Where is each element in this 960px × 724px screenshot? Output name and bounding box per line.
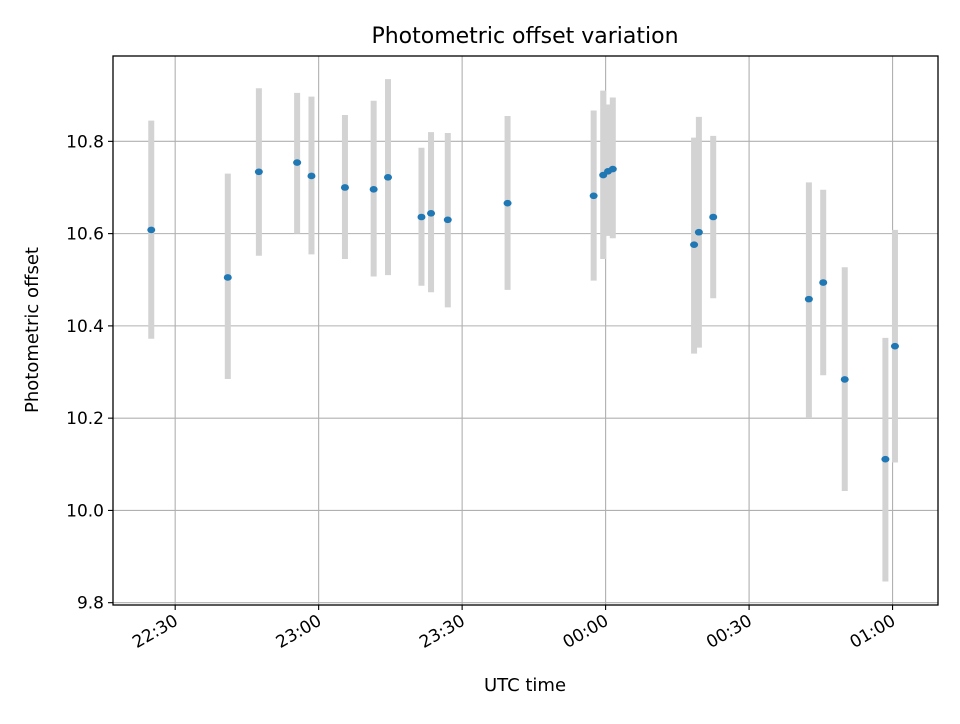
chart-title: Photometric offset variation: [371, 24, 678, 49]
data-point: [840, 376, 849, 383]
x-axis-ticks: 22:30 23:00 23:30 00:00 00:30 01:00: [129, 605, 899, 653]
y-tick-label: 10.2: [66, 409, 104, 429]
grid-layer: [113, 56, 938, 605]
data-point: [608, 165, 617, 173]
y-tick-label: 10.8: [66, 132, 104, 152]
x-axis-label: UTC time: [484, 675, 566, 696]
y-tick-label: 10.6: [66, 225, 104, 245]
data-point: [690, 241, 699, 248]
plot-frame: [112, 55, 939, 606]
data-point: [443, 216, 452, 224]
y-tick-label: 10.0: [66, 501, 104, 521]
data-point: [254, 168, 263, 176]
data-point: [709, 213, 718, 221]
data-point: [369, 186, 378, 193]
data-point: [881, 455, 890, 463]
y-tick-label: 10.4: [66, 317, 104, 337]
data-point: [223, 274, 232, 281]
x-tick-label: 00:30: [703, 611, 755, 653]
errorbar-layer: [148, 79, 898, 582]
data-point: [589, 192, 598, 200]
data-point: [890, 342, 899, 350]
data-point: [384, 174, 392, 181]
data-point: [819, 279, 828, 286]
x-tick-label: 01:00: [847, 611, 899, 653]
points-layer: [147, 159, 899, 463]
data-point: [147, 226, 156, 234]
x-tick-label: 22:30: [129, 611, 181, 653]
data-point: [293, 159, 302, 166]
x-tick-label: 23:00: [273, 611, 325, 653]
data-point: [340, 184, 349, 191]
data-point: [307, 172, 316, 180]
y-axis-label: Photometric offset: [22, 247, 43, 413]
data-point: [503, 199, 512, 207]
data-point: [417, 213, 426, 221]
x-tick-label: 00:00: [560, 611, 612, 653]
data-point: [427, 210, 436, 217]
data-point: [804, 295, 813, 303]
y-tick-label: 9.8: [77, 594, 104, 614]
x-tick-label: 23:30: [416, 611, 468, 653]
y-axis-ticks: 9.8 10.0 10.2 10.4 10.6 10.8: [66, 132, 113, 614]
data-point: [694, 228, 703, 236]
